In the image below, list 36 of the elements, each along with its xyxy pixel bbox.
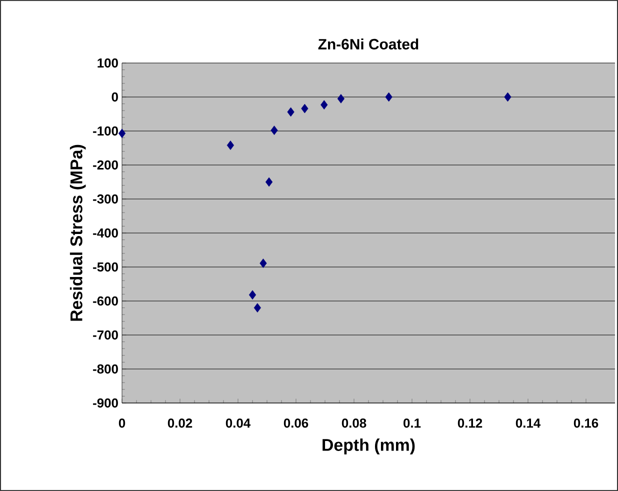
point (385, 92, 392, 102)
y-tick-label: -600 (93, 296, 118, 306)
y-tick-label: -700 (93, 330, 118, 340)
point (254, 303, 261, 312)
y-tick-label: -400 (93, 228, 118, 238)
x-axis-title: Depth (mm) (322, 438, 415, 454)
x-tick-label: 0.06 (284, 418, 308, 428)
y-axis-title: Residual Stress (MPa) (70, 144, 86, 321)
x-tick-label: 0.1 (404, 418, 421, 428)
y-tick-label: 0 (112, 92, 118, 102)
point (287, 107, 294, 117)
point (118, 128, 126, 138)
x-tick-label: 0 (118, 418, 126, 428)
chart-title: Zn-6Ni Coated (318, 38, 418, 50)
point (260, 258, 267, 268)
point (337, 94, 345, 104)
x-tick-label: 0.02 (168, 418, 192, 428)
point (265, 177, 273, 187)
point (320, 100, 328, 110)
y-tick-label: -900 (93, 398, 118, 408)
point (270, 126, 278, 135)
x-tick-label: 0.12 (458, 418, 482, 428)
y-tick-label: -500 (93, 262, 118, 272)
y-tick-label: -100 (93, 126, 118, 136)
point (504, 92, 512, 102)
x-tick-label: 0.16 (574, 418, 598, 428)
y-tick-label: 100 (98, 58, 118, 68)
point (226, 140, 234, 150)
y-tick-label: -300 (93, 194, 118, 204)
point (248, 290, 256, 300)
y-tick-label: -200 (93, 160, 118, 170)
x-tick-label: 0.14 (516, 418, 541, 428)
y-tick-label: -800 (93, 364, 118, 374)
point (301, 104, 308, 114)
x-tick-label: 0.04 (226, 418, 251, 428)
x-tick-label: 0.08 (342, 418, 366, 428)
